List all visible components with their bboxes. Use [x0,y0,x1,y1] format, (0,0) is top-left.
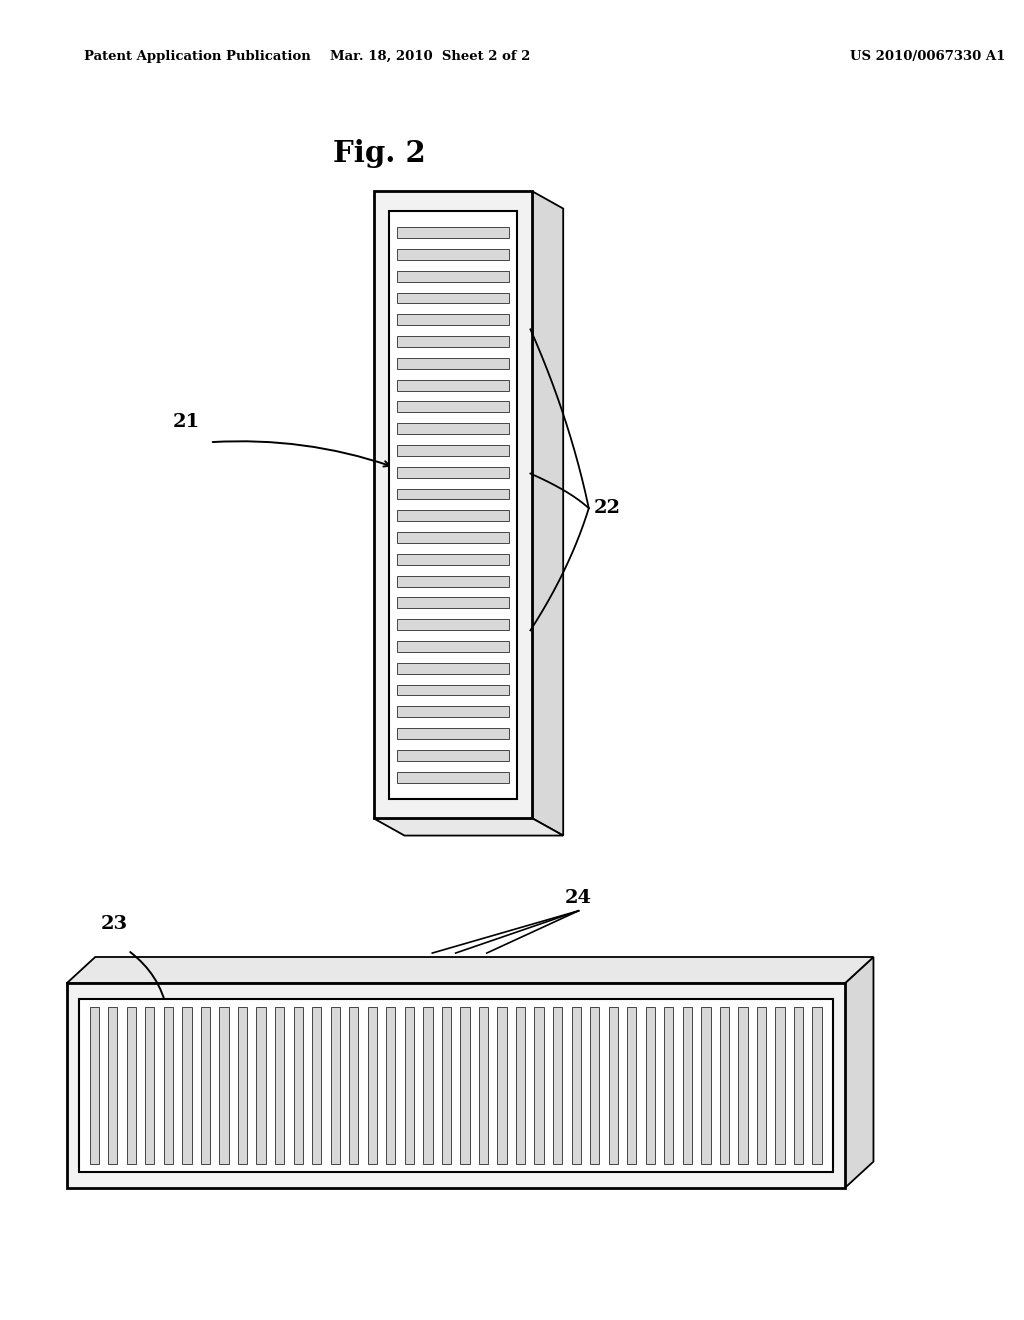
Polygon shape [845,957,873,1188]
Bar [67,983,845,1188]
Bar [397,401,509,412]
Text: Patent Application Publication: Patent Application Publication [84,50,310,63]
Bar [397,729,509,739]
Bar [397,642,509,652]
Bar [109,1007,118,1164]
Bar [397,685,509,696]
Bar [238,1007,247,1164]
Bar [386,1007,395,1164]
Text: 22: 22 [594,499,621,517]
Text: 23: 23 [101,915,128,933]
Bar [553,1007,562,1164]
Bar [331,1007,340,1164]
Bar [665,1007,674,1164]
Bar [516,1007,525,1164]
Bar [627,1007,636,1164]
Bar [397,314,509,325]
Bar [775,1007,784,1164]
Bar [590,1007,599,1164]
Bar [720,1007,729,1164]
Bar [312,1007,322,1164]
Bar [794,1007,803,1164]
Polygon shape [67,957,873,983]
Bar [349,1007,358,1164]
Bar [397,358,509,368]
Polygon shape [374,818,563,836]
Bar [397,249,509,260]
Text: Fig. 2: Fig. 2 [333,139,425,168]
Bar [397,706,509,717]
Bar [812,1007,821,1164]
Bar [397,511,509,521]
Bar [397,598,509,609]
Bar [535,1007,544,1164]
Bar [397,750,509,760]
Bar [397,227,509,238]
Bar [498,1007,507,1164]
Bar [461,1007,470,1164]
Bar [219,1007,228,1164]
Bar [397,554,509,565]
Text: 21: 21 [172,413,200,432]
Bar [397,488,509,499]
Bar [404,1007,414,1164]
Bar [164,1007,173,1164]
Polygon shape [532,191,563,836]
Bar [397,293,509,304]
Bar [145,1007,155,1164]
Bar [479,1007,488,1164]
Bar [256,1007,265,1164]
Bar [608,1007,617,1164]
Bar [201,1007,210,1164]
Bar [275,1007,285,1164]
Bar [294,1007,303,1164]
Bar [368,1007,377,1164]
Bar [397,380,509,391]
Bar [127,1007,136,1164]
Bar [571,1007,581,1164]
Bar [683,1007,692,1164]
Bar [646,1007,655,1164]
Bar [397,576,509,586]
Bar [79,999,833,1172]
Bar [397,271,509,281]
Bar [389,211,517,799]
Bar [757,1007,766,1164]
Bar [397,619,509,630]
Bar [397,467,509,478]
FancyBboxPatch shape [374,191,532,818]
Bar [397,532,509,543]
Bar [738,1007,748,1164]
Bar [90,1007,99,1164]
Bar [397,663,509,673]
Text: Mar. 18, 2010  Sheet 2 of 2: Mar. 18, 2010 Sheet 2 of 2 [330,50,530,63]
Bar [182,1007,191,1164]
Bar [397,337,509,347]
Bar [423,1007,432,1164]
Text: 24: 24 [565,888,592,907]
Text: US 2010/0067330 A1: US 2010/0067330 A1 [850,50,1006,63]
Bar [701,1007,711,1164]
Bar [397,445,509,455]
Bar [441,1007,451,1164]
Bar [397,424,509,434]
Bar [397,772,509,783]
